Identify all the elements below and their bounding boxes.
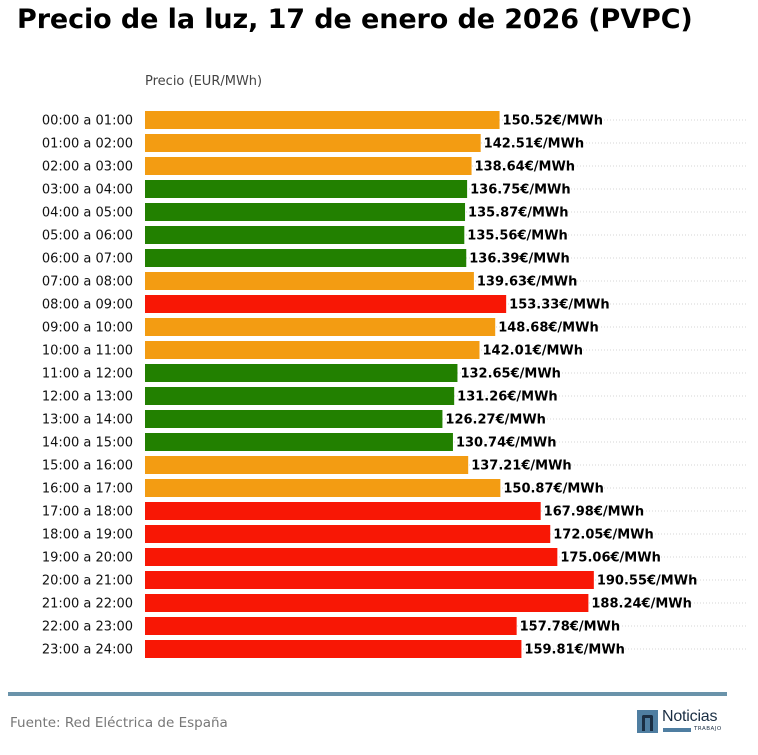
y-tick-label: 09:00 a 10:00 [42, 321, 133, 336]
value-label: 142.51€/MWh [484, 137, 585, 152]
bar-09001000 [145, 318, 496, 336]
value-label: 139.63€/MWh [477, 275, 578, 290]
value-label: 175.06€/MWh [560, 551, 661, 566]
y-tick-label: 23:00 a 24:00 [42, 643, 133, 658]
logo-subtext: TRABAJO [694, 726, 722, 732]
y-tick-label: 03:00 a 04:00 [42, 183, 133, 198]
bar-17001800 [145, 502, 541, 520]
y-tick-label: 05:00 a 06:00 [42, 229, 133, 244]
bar-13001400 [145, 410, 443, 428]
y-tick-label: 06:00 a 07:00 [42, 252, 133, 267]
bar-01000200 [145, 134, 481, 152]
y-tick-label: 18:00 a 19:00 [42, 528, 133, 543]
bar-05000600 [145, 226, 465, 244]
y-tick-label: 01:00 a 02:00 [42, 137, 133, 152]
grid-lines [145, 119, 748, 650]
value-label: 153.33€/MWh [509, 298, 610, 313]
bar-15001600 [145, 456, 469, 474]
logo-text: Noticias [662, 708, 718, 725]
value-label: 135.87€/MWh [468, 206, 569, 221]
value-label: 159.81€/MWh [524, 643, 625, 658]
footer-divider [8, 692, 727, 696]
bar-22002300 [145, 617, 517, 635]
bar-18001900 [145, 525, 551, 543]
value-label: 190.55€/MWh [597, 574, 698, 589]
y-tick-label: 20:00 a 21:00 [42, 574, 133, 589]
y-tick-labels: 00:00 a 01:00 01:00 a 02:00 02:00 a 03:00 0… [42, 114, 133, 658]
y-tick-label: 11:00 a 12:00 [42, 367, 133, 382]
value-label: 131.26€/MWh [457, 390, 558, 405]
y-tick-label: 04:00 a 05:00 [42, 206, 133, 221]
source-note: Fuente: Red Eléctrica de España [10, 715, 228, 731]
logo-n-icon [637, 710, 658, 733]
value-label: 188.24€/MWh [591, 597, 692, 612]
bar-10001100 [145, 341, 480, 359]
value-label: 167.98€/MWh [544, 505, 645, 520]
bar-06000700 [145, 249, 467, 267]
chart-title: Precio de la luz, 17 de enero de 2026 (P… [17, 4, 693, 35]
y-tick-label: 14:00 a 15:00 [42, 436, 133, 451]
noticias-trabajo-logo: Noticias TRABAJO [637, 708, 729, 735]
value-label: 132.65€/MWh [460, 367, 561, 382]
value-label: 135.56€/MWh [467, 229, 568, 244]
bar-19002000 [145, 548, 558, 566]
bar-20002100 [145, 571, 594, 589]
value-label: 130.74€/MWh [456, 436, 557, 451]
y-tick-label: 02:00 a 03:00 [42, 160, 133, 175]
value-labels: 150.52€/MWh 142.51€/MWh 138.64€/MWh 136.75€… [445, 114, 697, 658]
bar-07000800 [145, 272, 474, 290]
y-tick-label: 22:00 a 23:00 [42, 620, 133, 635]
y-tick-label: 13:00 a 14:00 [42, 413, 133, 428]
bar-00000100 [145, 111, 500, 129]
bar-16001700 [145, 479, 501, 497]
bar-02000300 [145, 157, 472, 175]
bar-12001300 [145, 387, 455, 405]
value-label: 157.78€/MWh [520, 620, 621, 635]
y-tick-label: 17:00 a 18:00 [42, 505, 133, 520]
bar-08000900 [145, 295, 507, 313]
value-label: 136.39€/MWh [469, 252, 570, 267]
bar-04000500 [145, 203, 466, 221]
bar-03000400 [145, 180, 468, 198]
value-label: 148.68€/MWh [498, 321, 598, 336]
value-label: 150.52€/MWh [503, 114, 604, 129]
bar-21002200 [145, 594, 589, 612]
value-label: 137.21€/MWh [471, 459, 571, 474]
value-label: 138.64€/MWh [475, 160, 576, 175]
bars [145, 111, 594, 658]
value-label: 142.01€/MWh [483, 344, 584, 359]
bar-11001200 [145, 364, 458, 382]
y-tick-label: 21:00 a 22:00 [42, 597, 133, 612]
y-tick-label: 16:00 a 17:00 [42, 482, 133, 497]
value-label: 172.05€/MWh [553, 528, 654, 543]
y-tick-label: 19:00 a 20:00 [42, 551, 133, 566]
y-tick-label: 15:00 a 16:00 [42, 459, 133, 474]
bar-14001500 [145, 433, 453, 451]
value-label: 126.27€/MWh [445, 413, 546, 428]
y-tick-label: 12:00 a 13:00 [42, 390, 133, 405]
y-tick-label: 08:00 a 09:00 [42, 298, 133, 313]
value-label: 136.75€/MWh [470, 183, 571, 198]
y-tick-label: 10:00 a 11:00 [42, 344, 133, 359]
y-tick-label: 07:00 a 08:00 [42, 275, 133, 290]
bar-23002400 [145, 640, 522, 658]
x-axis-label: Precio (EUR/MWh) [145, 74, 263, 89]
value-label: 150.87€/MWh [503, 482, 604, 497]
y-tick-label: 00:00 a 01:00 [42, 114, 133, 129]
logo-underline [663, 728, 691, 732]
bar-chart: 00:00 a 01:00 01:00 a 02:00 02:00 a 03:00 0… [42, 111, 748, 658]
